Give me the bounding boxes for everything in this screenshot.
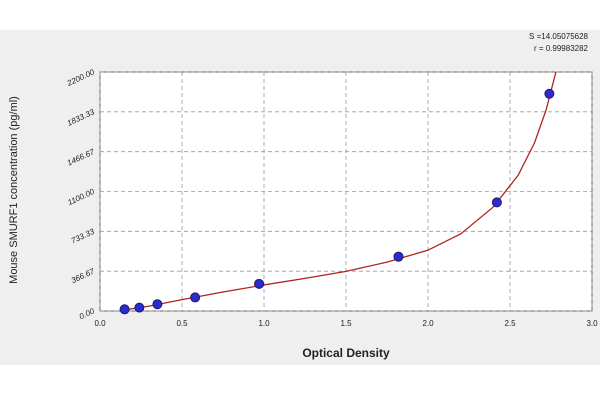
annotation: S =14.05075628: [529, 32, 588, 41]
data-point: [491, 197, 502, 208]
data-point: [544, 88, 555, 99]
x-tick-label: 1.0: [258, 319, 270, 328]
x-tick-label: 2.5: [504, 319, 516, 328]
y-axis-label: Mouse SMURF1 concentration (pg/ml): [8, 96, 20, 284]
x-tick-label: 2.0: [422, 319, 434, 328]
data-point: [254, 278, 265, 289]
annotation: r = 0.99983282: [534, 44, 589, 53]
data-point: [152, 299, 163, 310]
x-tick-label: 1.5: [340, 319, 352, 328]
data-point: [190, 292, 201, 303]
data-point: [134, 302, 145, 313]
data-point: [393, 251, 404, 262]
data-point: [119, 304, 130, 315]
x-axis-label: Optical Density: [302, 346, 390, 360]
x-tick-label: 3.0: [586, 319, 598, 328]
x-tick-label: 0.0: [94, 319, 106, 328]
x-tick-label: 0.5: [176, 319, 188, 328]
